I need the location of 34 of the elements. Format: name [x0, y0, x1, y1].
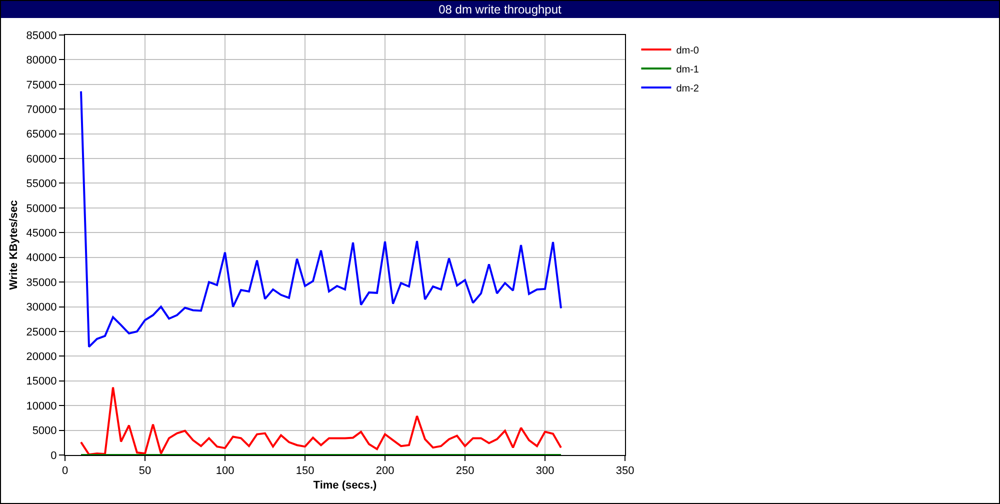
y-axis-title: Write KBytes/sec — [8, 200, 20, 290]
x-tick-label: 250 — [456, 465, 474, 478]
x-tick-label: 100 — [216, 465, 234, 478]
y-tick-label: 40000 — [26, 252, 57, 264]
y-tick-label: 15000 — [26, 376, 57, 388]
x-axis-title: Time (secs.) — [313, 479, 378, 492]
y-tick-label: 60000 — [26, 153, 57, 166]
y-tick-label: 25000 — [26, 326, 57, 338]
x-tick-label: 50 — [138, 465, 152, 478]
y-tick-label: 50000 — [26, 202, 57, 215]
y-tick-label: 65000 — [26, 128, 57, 141]
chart-title: 08 dm write throughput — [438, 2, 562, 17]
line-series — [80, 90, 562, 348]
x-tick-label: 350 — [616, 465, 634, 478]
legend-label: dm-1 — [676, 64, 700, 76]
y-tick-label: 20000 — [26, 351, 57, 364]
y-tick-label: 0 — [50, 450, 57, 462]
legend-label: dm-2 — [676, 83, 700, 94]
x-tick-label: 200 — [376, 465, 394, 478]
y-tick-label: 5000 — [32, 425, 57, 438]
y-tick-label: 55000 — [26, 178, 57, 190]
y-tick-label: 10000 — [26, 400, 57, 412]
x-tick-label: 0 — [62, 465, 68, 478]
x-tick-label: 300 — [536, 465, 554, 478]
legend-label: dm-0 — [676, 45, 700, 56]
x-tick-label: 150 — [296, 465, 314, 478]
y-tick-label: 35000 — [26, 276, 57, 289]
y-tick-label: 75000 — [26, 79, 57, 92]
y-tick-label: 45000 — [26, 228, 57, 240]
line-series — [80, 386, 562, 455]
y-tick-label: 30000 — [26, 302, 57, 314]
y-tick-label: 70000 — [26, 104, 57, 116]
y-tick-label: 80000 — [26, 54, 57, 67]
y-tick-label: 85000 — [26, 30, 57, 42]
